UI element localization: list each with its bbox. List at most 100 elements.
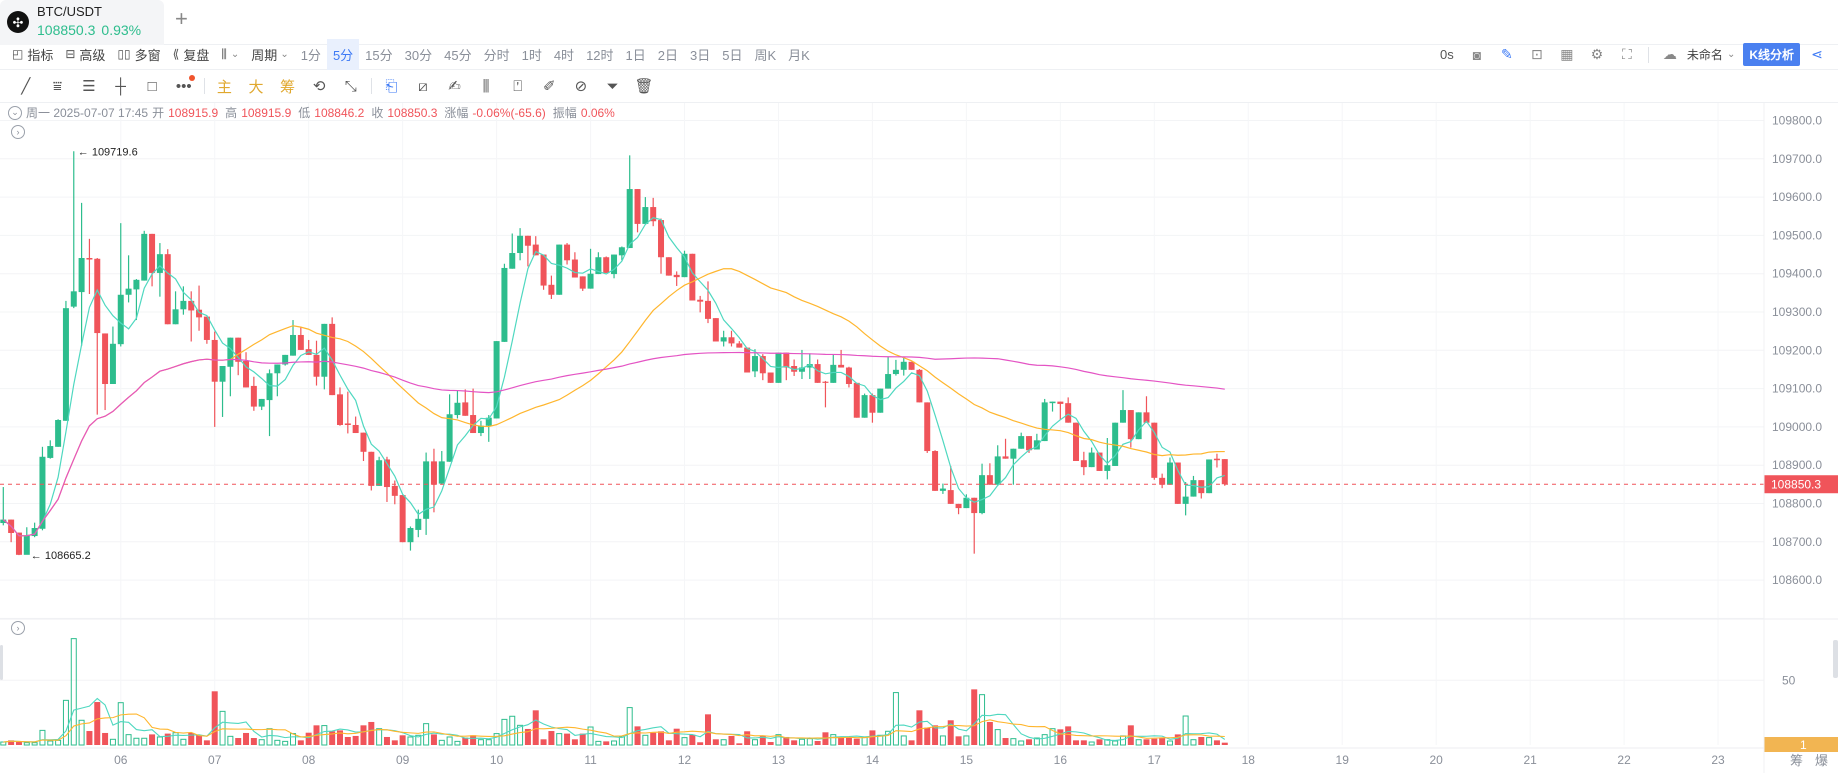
close-value: 108850.3 [387, 105, 438, 120]
date-tick-label: 15 [960, 753, 974, 767]
candle [1151, 422, 1158, 480]
sync-drawing-icon[interactable]: ⟲ [312, 78, 326, 95]
period-11[interactable]: 3日 [690, 47, 711, 63]
candle-body [767, 372, 774, 383]
candle-body [744, 347, 751, 373]
right-panel-handle[interactable] [1833, 640, 1838, 678]
volume-bar [282, 740, 289, 746]
candle-datetime: 周一 2025-07-07 17:45 [26, 106, 149, 120]
add-window-icon[interactable]: ⊡ [1531, 46, 1543, 62]
share-icon[interactable]: ⋖ [1811, 46, 1823, 62]
candle-body [290, 334, 297, 356]
big-order-toggle[interactable]: 大 [248, 78, 264, 96]
liquidation-tab[interactable]: 爆 [1815, 753, 1829, 768]
kline-analysis-button[interactable]: K线分析 [1743, 43, 1800, 66]
candle-body [947, 490, 954, 504]
expand-indicators-icon[interactable]: › [11, 125, 25, 139]
brush-icon[interactable]: ✍ [448, 78, 461, 95]
expand-volume-indicators-icon[interactable]: › [11, 621, 25, 635]
cloud-icon[interactable]: ☁ [1662, 46, 1677, 62]
period-1[interactable]: 5分 [326, 38, 360, 70]
lock-icon[interactable]: ⍞ [513, 77, 523, 95]
note-icon[interactable]: ✐ [543, 78, 556, 95]
candle-body [227, 337, 234, 367]
period-6[interactable]: 1时 [521, 47, 542, 63]
period-9[interactable]: 1日 [625, 47, 646, 63]
horizontal-lines-icon[interactable]: ☰ [82, 78, 96, 95]
candle-body [869, 395, 876, 413]
candle-body [626, 189, 633, 249]
period-0[interactable]: 1分 [300, 47, 321, 63]
left-pane-handle[interactable] [0, 645, 3, 680]
candle [744, 347, 751, 373]
period-dropdown[interactable]: 周期 ⌄ [245, 39, 294, 70]
tab-btc-usdt[interactable]: ✣ BTC/USDT 108850.3 0.93% [0, 0, 164, 45]
replay-button[interactable]: ⟪ 复盘 [167, 39, 216, 70]
candle [180, 286, 187, 315]
more-tools-icon[interactable]: ••• [168, 74, 200, 95]
period-8[interactable]: 12时 [586, 47, 614, 63]
fullscreen-icon[interactable]: ⛶ [1622, 46, 1632, 62]
volume-bar [673, 728, 680, 745]
layout-name-dropdown[interactable]: 未命名 [1686, 48, 1723, 62]
candle-body [548, 284, 555, 295]
period-12[interactable]: 5日 [722, 47, 743, 63]
candle [697, 295, 704, 313]
period-5[interactable]: 分时 [483, 47, 510, 63]
rectangle-icon[interactable]: □ [147, 77, 157, 95]
chart-type-dropdown[interactable]: ⫼ ⌄ [215, 39, 245, 70]
candle [979, 463, 986, 515]
pen-icon[interactable]: ✎ [1501, 46, 1513, 62]
candle-body [791, 366, 798, 372]
volume-bar [399, 735, 406, 745]
period-13[interactable]: 周K [754, 47, 777, 63]
main-indicator-toggle[interactable]: 主 [216, 78, 232, 96]
template-icon[interactable]: ▦ [1560, 46, 1574, 62]
candle-body [0, 519, 7, 524]
ruler-icon[interactable]: ⧄ [418, 77, 428, 95]
volume-bar [1057, 729, 1064, 745]
chips-toggle[interactable]: 筹 [280, 78, 296, 96]
candle-body [579, 276, 586, 289]
candle-body [297, 334, 304, 350]
advanced-icon: ⊟ [65, 47, 76, 61]
chart-toolbar: ◰ 指标 ⊟ 高级 ▯▯ 多窗 ⟪ 复盘 ⫼ ⌄ 周期 ⌄ 1分 5分 15分 30分 45分 分时 1… [0, 38, 1838, 70]
period-3[interactable]: 30分 [404, 47, 433, 63]
volume-bar [109, 738, 116, 746]
candle [877, 388, 884, 413]
link-icon[interactable]: ⊘ [574, 78, 588, 95]
volume-bar [1221, 742, 1228, 745]
gear-icon[interactable]: ⚙ [1590, 46, 1604, 62]
bookmark-icon[interactable]: ⎗ [385, 77, 398, 95]
candle-body [517, 235, 524, 254]
volume-bar [767, 742, 774, 745]
add-tab-button[interactable]: + [175, 6, 188, 31]
candle [705, 281, 711, 324]
trash-icon[interactable]: 🗑 [634, 78, 654, 95]
candle-body [963, 497, 970, 509]
period-2[interactable]: 15分 [365, 47, 393, 63]
period-14[interactable]: 月K [788, 47, 810, 63]
trend-line-icon[interactable]: ╱ [21, 78, 31, 95]
candle [1182, 482, 1189, 516]
multi-window-button[interactable]: ▯▯ 多窗 [111, 39, 166, 70]
advanced-button[interactable]: ⊟ 高级 [59, 39, 111, 70]
candle-body [352, 424, 359, 434]
parallel-channel-icon[interactable]: ⩸ [52, 77, 62, 95]
ohlc-info-line: ⌄ 周一 2025-07-07 17:45 开 108915.9 高 108915.… [8, 104, 618, 121]
period-4[interactable]: 45分 [444, 47, 472, 63]
magnet-icon[interactable]: ⤡ [344, 77, 357, 95]
filter-icon[interactable]: ⏷ [606, 77, 619, 95]
period-10[interactable]: 2日 [657, 47, 678, 63]
chips-tab[interactable]: 筹 [1790, 753, 1804, 768]
candle-body [313, 354, 320, 377]
volume-bar [712, 739, 719, 745]
candles-icon[interactable]: ⫼ [482, 77, 490, 95]
camera-icon[interactable]: ◙ [1472, 46, 1482, 63]
candle-body [86, 257, 93, 260]
horizontal-ray-icon[interactable]: ┼ [115, 77, 126, 95]
indicators-button[interactable]: ◰ 指标 [0, 39, 59, 70]
collapse-chevron-icon[interactable]: ⌄ [8, 105, 22, 120]
period-7[interactable]: 4时 [553, 47, 575, 63]
